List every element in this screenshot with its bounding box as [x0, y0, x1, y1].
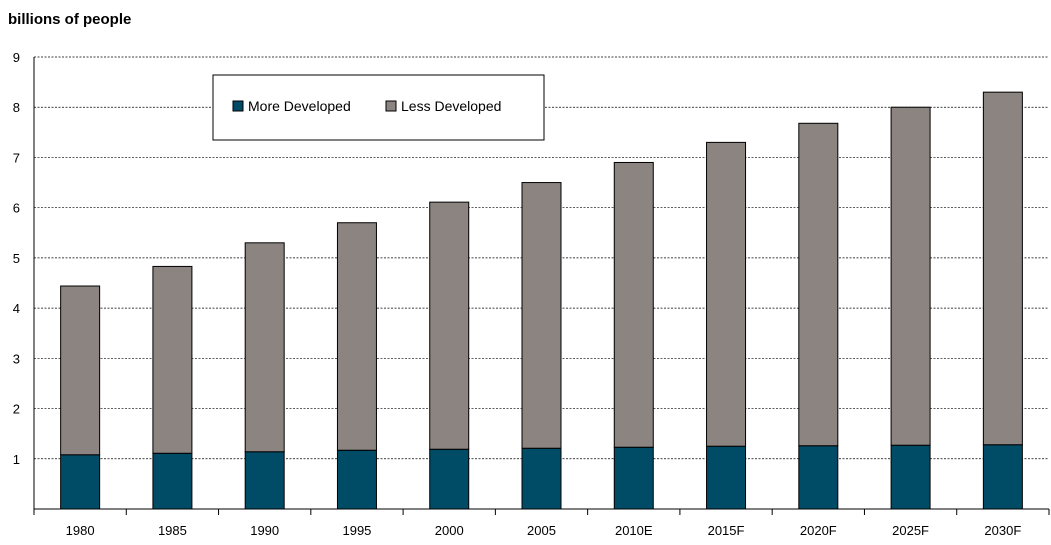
bar-more-developed-2015f: [706, 445, 747, 510]
bar-less-developed-2010e: [613, 161, 654, 448]
y-tick-label: 5: [13, 251, 20, 266]
bar-more-developed-2020f: [798, 445, 839, 510]
legend-box: [212, 74, 545, 141]
y-tick-label: 8: [13, 100, 20, 115]
y-tick-label: 6: [13, 201, 20, 216]
bar-more-developed-2010e: [613, 446, 654, 510]
bar-more-developed-2005: [521, 447, 562, 510]
x-tick-label: 1980: [66, 523, 95, 538]
x-tick-label: 1990: [250, 523, 279, 538]
x-tick-label: 2030F: [984, 523, 1021, 538]
x-tick-label: 2020F: [800, 523, 837, 538]
bar-less-developed-2015f: [706, 141, 747, 447]
bar-less-developed-1980: [60, 285, 101, 456]
bar-more-developed-1985: [152, 452, 193, 510]
y-tick-label: 4: [13, 301, 20, 316]
legend-label-less-developed: Less Developed: [401, 98, 501, 114]
y-tick-label: 7: [13, 150, 20, 165]
y-tick-label: 3: [13, 351, 20, 366]
x-tick-label: 2010E: [615, 523, 653, 538]
bar-less-developed-2030f: [982, 91, 1023, 446]
bar-less-developed-1985: [152, 265, 193, 454]
x-tick-label: 2015F: [708, 523, 745, 538]
y-axis-title: billions of people: [8, 11, 132, 28]
bar-more-developed-1995: [336, 449, 377, 510]
x-tick-label: 2005: [527, 523, 556, 538]
legend-swatch-more-developed: [232, 100, 244, 112]
y-tick-label: 2: [13, 402, 20, 417]
bar-less-developed-2020f: [798, 122, 839, 447]
bar-more-developed-2025f: [890, 444, 931, 510]
legend-label-more-developed: More Developed: [248, 98, 351, 114]
x-tick-label: 1995: [342, 523, 371, 538]
x-tick-label: 1985: [158, 523, 187, 538]
bar-less-developed-1990: [244, 242, 285, 453]
bar-less-developed-2000: [429, 201, 470, 450]
legend-swatch-less-developed: [385, 100, 397, 112]
x-tick-label: 2000: [435, 523, 464, 538]
x-tick-label: 2025F: [892, 523, 929, 538]
bar-more-developed-2030f: [982, 444, 1023, 510]
bar-less-developed-2025f: [890, 106, 931, 446]
y-tick-label: 9: [13, 50, 20, 65]
bar-more-developed-1980: [60, 454, 101, 510]
y-tick-label: 1: [13, 452, 20, 467]
bar-less-developed-2005: [521, 182, 562, 449]
bar-more-developed-1990: [244, 451, 285, 510]
bar-less-developed-1995: [336, 222, 377, 451]
bar-more-developed-2000: [429, 448, 470, 510]
